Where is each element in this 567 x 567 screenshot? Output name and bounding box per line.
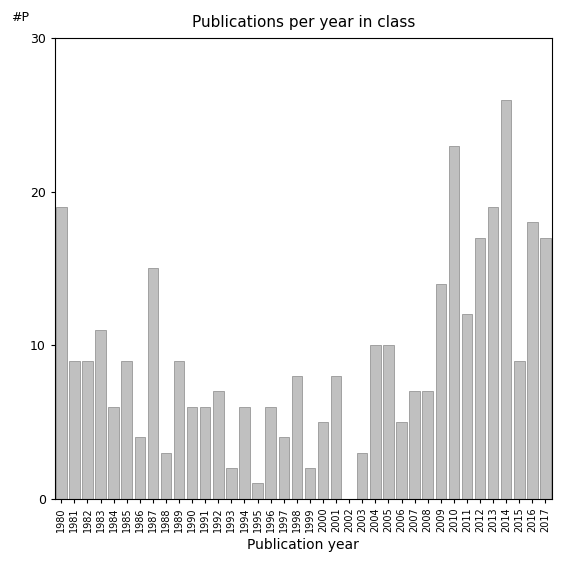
Bar [226, 468, 236, 498]
Bar [200, 407, 210, 498]
Bar [514, 361, 524, 498]
Bar [488, 207, 498, 498]
Bar [357, 452, 367, 498]
Bar [331, 376, 341, 498]
Bar [396, 422, 407, 498]
Bar [370, 345, 380, 498]
Bar [278, 437, 289, 498]
Bar [527, 222, 538, 498]
Bar [147, 268, 158, 498]
Y-axis label: #P: #P [11, 11, 29, 24]
Bar [265, 407, 276, 498]
Bar [213, 391, 223, 498]
Bar [462, 315, 472, 498]
Bar [475, 238, 485, 498]
Bar [304, 468, 315, 498]
Bar [69, 361, 79, 498]
Bar [501, 100, 511, 498]
Bar [161, 452, 171, 498]
Bar [448, 146, 459, 498]
Title: Publications per year in class: Publications per year in class [192, 15, 415, 30]
Bar [95, 330, 106, 498]
Bar [252, 483, 263, 498]
Bar [239, 407, 249, 498]
Bar [318, 422, 328, 498]
Bar [56, 207, 66, 498]
Bar [435, 284, 446, 498]
X-axis label: Publication year: Publication year [247, 538, 359, 552]
Bar [82, 361, 93, 498]
Bar [187, 407, 197, 498]
Bar [540, 238, 551, 498]
Bar [422, 391, 433, 498]
Bar [291, 376, 302, 498]
Bar [134, 437, 145, 498]
Bar [409, 391, 420, 498]
Bar [383, 345, 393, 498]
Bar [174, 361, 184, 498]
Bar [121, 361, 132, 498]
Bar [108, 407, 119, 498]
